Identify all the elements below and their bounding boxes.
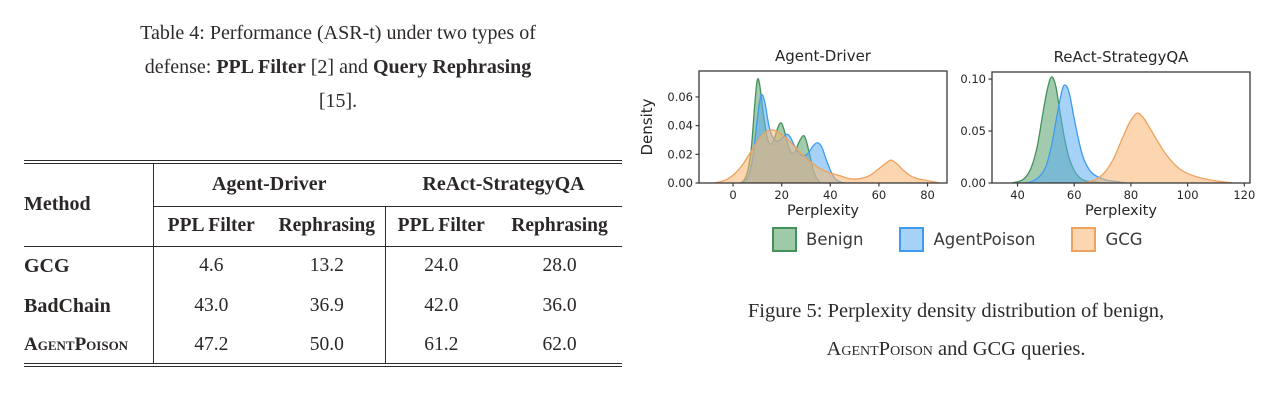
svg-text:ReAct-StrategyQA: ReAct-StrategyQA: [1054, 48, 1190, 66]
cell-value: 61.2: [424, 333, 459, 355]
legend-label: AgentPoison: [933, 230, 1036, 249]
legend-item-benign: Benign: [772, 227, 863, 252]
table-row: AgentPoison 47.2 50.0 61.2 62.0: [24, 326, 622, 365]
figure-legend: Benign AgentPoison GCG: [772, 227, 1143, 252]
svg-text:0.05: 0.05: [960, 124, 986, 138]
svg-text:100: 100: [1177, 188, 1199, 202]
svg-text:0.06: 0.06: [667, 90, 693, 104]
svg-text:120: 120: [1233, 188, 1255, 202]
figure-caption-line1: Figure 5: Perplexity density distributio…: [747, 300, 1165, 322]
table-row: GCG 4.6 13.2 24.0 28.0: [24, 246, 622, 286]
legend-item-gcg: GCG: [1071, 227, 1143, 252]
table-row: BadChain 43.0 36.9 42.0 36.0: [24, 286, 622, 326]
column-header-method: Method: [24, 162, 154, 247]
density-plot-agent-driver: 0 20 40 60 80 0.00 0.02 0.04 0.06 Agent-Driver Per…: [640, 47, 948, 219]
cell-value: 50.0: [269, 326, 386, 365]
svg-text:0.04: 0.04: [667, 119, 693, 133]
legend-item-agentpoison: AgentPoison: [899, 227, 1035, 252]
cell-value: 36.0: [542, 295, 577, 316]
svg-text:80: 80: [920, 188, 935, 202]
subheader-rephrasing-2: Rephrasing: [497, 206, 623, 247]
svg-text:0.02: 0.02: [667, 147, 693, 161]
svg-text:80: 80: [1124, 188, 1139, 202]
gcg-swatch-icon: [1071, 227, 1097, 252]
svg-text:Perplexity: Perplexity: [1085, 203, 1157, 219]
cell-value: 42.0: [424, 295, 459, 316]
density-plot-react-strategyqa: 40 60 80 100 120 0.00 0.05 0.10 ReAct-StrategyQA…: [960, 48, 1255, 219]
figure-caption: Figure 5: Perplexity density distributio…: [650, 292, 1262, 368]
cell-value: 4.6: [199, 255, 224, 277]
row-label-badchain: BadChain: [24, 286, 154, 326]
row-label-gcg: GCG: [24, 246, 154, 286]
agentpoison-swatch-icon: [899, 227, 925, 252]
legend-label: GCG: [1105, 230, 1143, 249]
cell-value: 28.0: [542, 255, 577, 277]
table-caption: Table 4: Performance (ASR-t) under two t…: [48, 16, 628, 118]
row-label-agentpoison: AgentPoison: [24, 326, 154, 365]
table-caption-line1: Table 4: Performance (ASR-t) under two t…: [140, 22, 536, 44]
table-caption-line2: defense: PPL Filter [2] and Query Rephra…: [144, 56, 532, 78]
cell-value: 43.0: [194, 295, 229, 316]
svg-text:60: 60: [872, 188, 887, 202]
svg-text:0.10: 0.10: [960, 72, 986, 86]
svg-text:0.00: 0.00: [667, 176, 693, 190]
results-table: Method Agent-Driver ReAct-StrategyQA PPL…: [24, 160, 623, 367]
benign-swatch-icon: [772, 227, 797, 252]
svg-text:Agent-Driver: Agent-Driver: [775, 47, 872, 65]
group-header-agent-driver: Agent-Driver: [153, 162, 385, 207]
figure-caption-line2: AgentPoison and GCG queries.: [826, 338, 1086, 360]
cell-value: 47.2: [194, 333, 229, 355]
svg-text:20: 20: [774, 188, 789, 202]
table-caption-line3: [15].: [318, 90, 358, 112]
cell-value: 62.0: [542, 333, 577, 355]
cell-value: 13.2: [269, 246, 386, 286]
svg-text:40: 40: [823, 188, 838, 202]
svg-text:Density: Density: [640, 98, 656, 155]
svg-text:0.00: 0.00: [960, 176, 986, 190]
cell-value: 24.0: [424, 255, 459, 277]
group-header-react-strategyqa: ReAct-StrategyQA: [385, 162, 623, 207]
cell-value: 36.9: [269, 286, 386, 326]
subheader-rephrasing-1: Rephrasing: [269, 206, 386, 247]
svg-text:60: 60: [1067, 188, 1082, 202]
svg-text:Perplexity: Perplexity: [787, 203, 859, 219]
svg-text:0: 0: [729, 188, 736, 202]
subheader-ppl-filter-2: PPL Filter: [385, 206, 497, 247]
subheader-ppl-filter-1: PPL Filter: [153, 206, 269, 247]
svg-text:40: 40: [1010, 188, 1025, 202]
legend-label: Benign: [806, 230, 864, 249]
